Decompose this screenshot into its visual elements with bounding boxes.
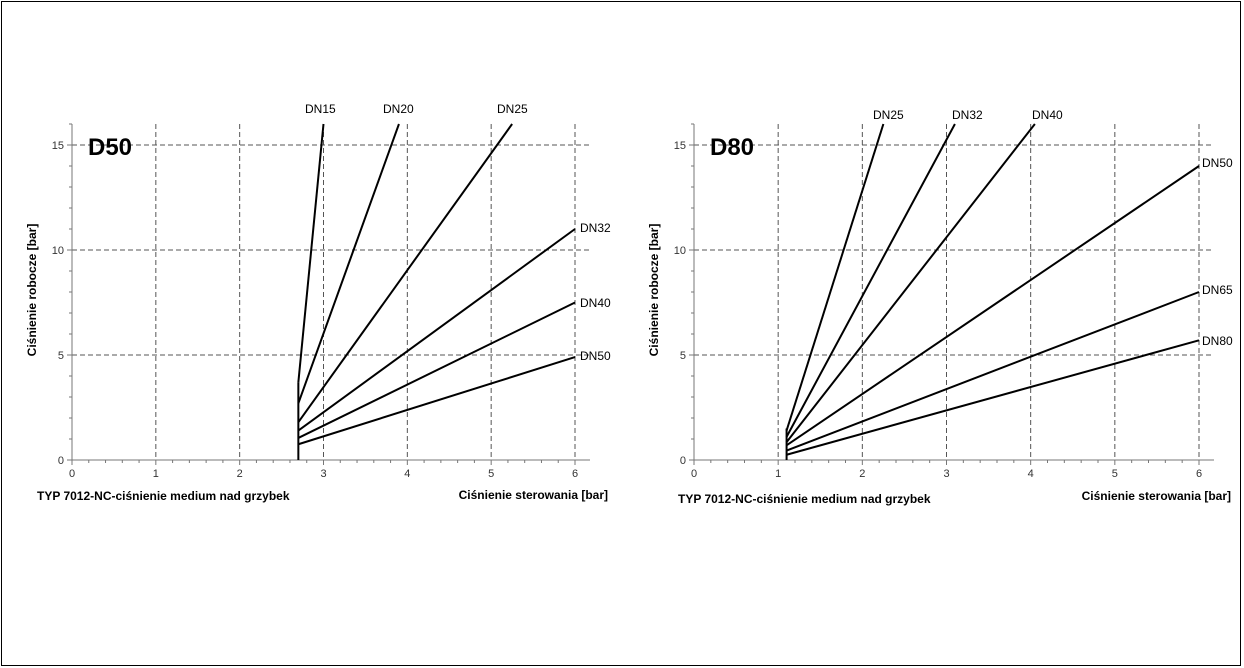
series-label-dn15: DN15	[305, 102, 336, 116]
series-label-dn40: DN40	[580, 296, 611, 310]
series-label-dn25: DN25	[497, 102, 528, 116]
series-line-dn32	[785, 123, 956, 438]
x-tick-label: 3	[320, 468, 326, 480]
y-tick-label: 15	[52, 140, 64, 152]
y-tick-label: 0	[680, 455, 686, 467]
x-tick-label: 5	[1112, 468, 1118, 480]
x-axis-label: Ciśnienie sterowania [bar]	[459, 488, 608, 502]
series-line-dn25	[297, 123, 513, 423]
series-label-dn50: DN50	[580, 349, 611, 363]
series-line-dn15	[297, 123, 325, 383]
chart-2: 0 1 2 3 4 5 6 0 5 10 15 D80 TYP 7012-NC-ciśnienie me…	[647, 108, 1233, 506]
series-line-dn40	[297, 301, 576, 439]
x-tick-label: 6	[572, 468, 578, 480]
series-label-dn25: DN25	[873, 108, 904, 122]
y-tick-label: 5	[58, 350, 64, 362]
series-label-dn50: DN50	[1202, 156, 1233, 170]
x-tick-label: 0	[69, 468, 75, 480]
series-label-dn40: DN40	[1032, 108, 1063, 122]
series-line-dn80	[786, 339, 1200, 456]
x-tick-label: 1	[775, 468, 781, 480]
x-tick-label: 3	[943, 468, 949, 480]
chart-subtitle: TYP 7012-NC-ciśnienie medium nad grzybek	[37, 489, 290, 503]
series-line-dn50	[786, 165, 1200, 447]
y-tick-label: 5	[680, 350, 686, 362]
x-tick-label: 1	[153, 468, 159, 480]
x-tick-label: 6	[1196, 468, 1202, 480]
x-tick-label: 5	[488, 468, 494, 480]
y-axis-label: Ciśnienie robocze [bar]	[647, 224, 661, 357]
chart-subtitle: TYP 7012-NC-ciśnienie medium nad grzybek	[678, 492, 931, 506]
chart-title: D50	[88, 134, 132, 161]
x-tick-label: 4	[1028, 468, 1034, 480]
series-line-dn32	[297, 228, 576, 432]
y-tick-label: 10	[52, 245, 64, 257]
chart-1: 0 1 2 3 4 5 6 0 5 10 15 D50 TYP 7012-NC-ciśnienie me…	[25, 102, 611, 503]
x-tick-label: 4	[404, 468, 410, 480]
series-label-dn20: DN20	[383, 102, 414, 116]
y-axis-label: Ciśnienie robocze [bar]	[25, 224, 39, 357]
y-tick-label: 15	[674, 140, 686, 152]
series-label-dn32: DN32	[580, 221, 611, 235]
series-label-dn80: DN80	[1202, 334, 1233, 348]
x-tick-label: 2	[859, 468, 865, 480]
chart-title: D80	[710, 134, 754, 161]
y-tick-label: 10	[674, 245, 686, 257]
series-line-dn40	[785, 123, 1036, 443]
series-line-dn25	[785, 123, 885, 431]
x-tick-label: 0	[691, 468, 697, 480]
series-line-dn50	[298, 356, 576, 446]
series-label-dn32: DN32	[952, 108, 983, 122]
x-axis-label: Ciśnienie sterowania [bar]	[1082, 489, 1231, 503]
y-tick-label: 0	[58, 455, 64, 467]
series-line-dn65	[786, 291, 1200, 452]
series-label-dn65: DN65	[1202, 283, 1233, 297]
series-line-dn20	[297, 123, 400, 404]
x-tick-label: 2	[237, 468, 243, 480]
